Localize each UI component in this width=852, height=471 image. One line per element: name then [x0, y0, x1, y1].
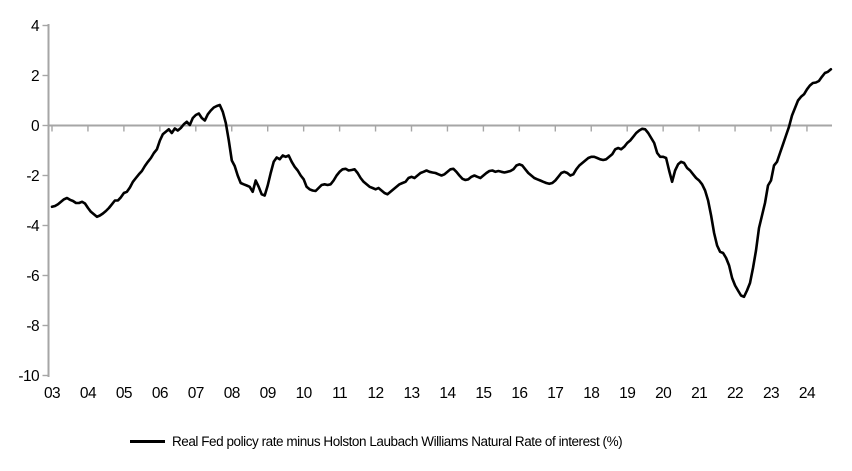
x-axis-tick-label: 23: [763, 385, 779, 402]
x-axis-tick-label: 11: [332, 385, 347, 402]
x-axis-tick-label: 24: [799, 385, 816, 402]
y-axis-tick-label: 4: [31, 18, 40, 35]
x-axis-tick-label: 08: [224, 385, 240, 402]
x-axis-tick-label: 21: [691, 385, 707, 402]
x-axis-tick-label: 04: [80, 385, 97, 402]
series-line: [50, 68, 833, 299]
y-axis-tick-label: 0: [31, 118, 40, 135]
x-axis-tick-label: 10: [296, 385, 313, 402]
x-axis-tick-label: 14: [439, 385, 456, 402]
x-axis-tick-label: 06: [152, 385, 168, 402]
x-axis-tick-label: 09: [260, 385, 276, 402]
x-axis-tick-label: 19: [619, 385, 635, 402]
x-axis-tick-label: 22: [727, 385, 743, 402]
y-axis-tick-label: -4: [26, 218, 40, 235]
x-axis-tick-label: 17: [547, 385, 563, 402]
legend-label: Real Fed policy rate minus Holston Lauba…: [172, 434, 623, 449]
x-axis-tick-label: 20: [655, 385, 672, 402]
y-axis-tick-label: -6: [26, 268, 39, 285]
y-axis-tick-label: -2: [26, 168, 39, 185]
x-axis-tick-label: 13: [403, 385, 419, 402]
x-axis-tick-label: 05: [116, 385, 132, 402]
x-axis-tick-label: 15: [475, 385, 491, 402]
x-axis-tick-label: 03: [44, 385, 60, 402]
y-axis-tick-label: -8: [26, 318, 39, 335]
x-axis-tick-label: 12: [368, 385, 384, 402]
x-axis-tick-label: 07: [188, 385, 204, 402]
legend-line-swatch: [130, 440, 165, 443]
axes: [42, 24, 832, 377]
series-lines: [50, 68, 833, 299]
x-axis-tick-label: 16: [511, 385, 527, 402]
x-axis-tick-label: 18: [583, 385, 599, 402]
chart-legend: Real Fed policy rate minus Holston Lauba…: [130, 434, 623, 449]
y-axis-tick-label: -10: [18, 368, 40, 385]
y-axis-tick-label: 2: [31, 68, 39, 85]
